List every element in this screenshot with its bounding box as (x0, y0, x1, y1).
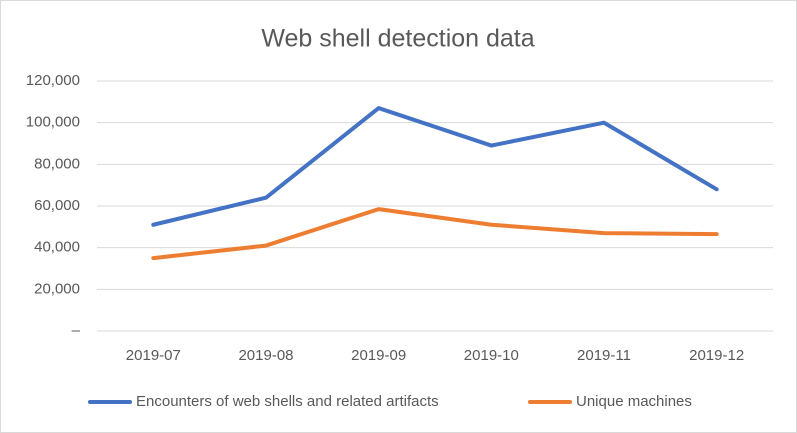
x-tick-label: 2019-08 (238, 347, 293, 364)
y-tick-label: 60,000 (34, 197, 80, 214)
x-tick-label: 2019-11 (577, 347, 631, 364)
legend-label: Unique machines (576, 393, 692, 410)
y-tick-label: 120,000 (26, 72, 80, 89)
y-tick-label: 100,000 (26, 114, 80, 131)
y-tick-label: 40,000 (34, 239, 80, 256)
x-tick-label: 2019-10 (464, 347, 519, 364)
y-tick-label: – (72, 322, 81, 339)
x-tick-label: 2019-09 (351, 347, 406, 364)
chart-title: Web shell detection data (261, 25, 534, 53)
data-line (151, 207, 719, 261)
y-tick-label: 80,000 (34, 155, 80, 172)
legend-label: Encounters of web shells and related art… (136, 393, 439, 410)
x-tick-label: 2019-07 (126, 347, 181, 364)
data-line (151, 106, 719, 227)
x-tick-label: 2019-12 (689, 347, 744, 364)
y-tick-label: 20,000 (34, 280, 80, 297)
